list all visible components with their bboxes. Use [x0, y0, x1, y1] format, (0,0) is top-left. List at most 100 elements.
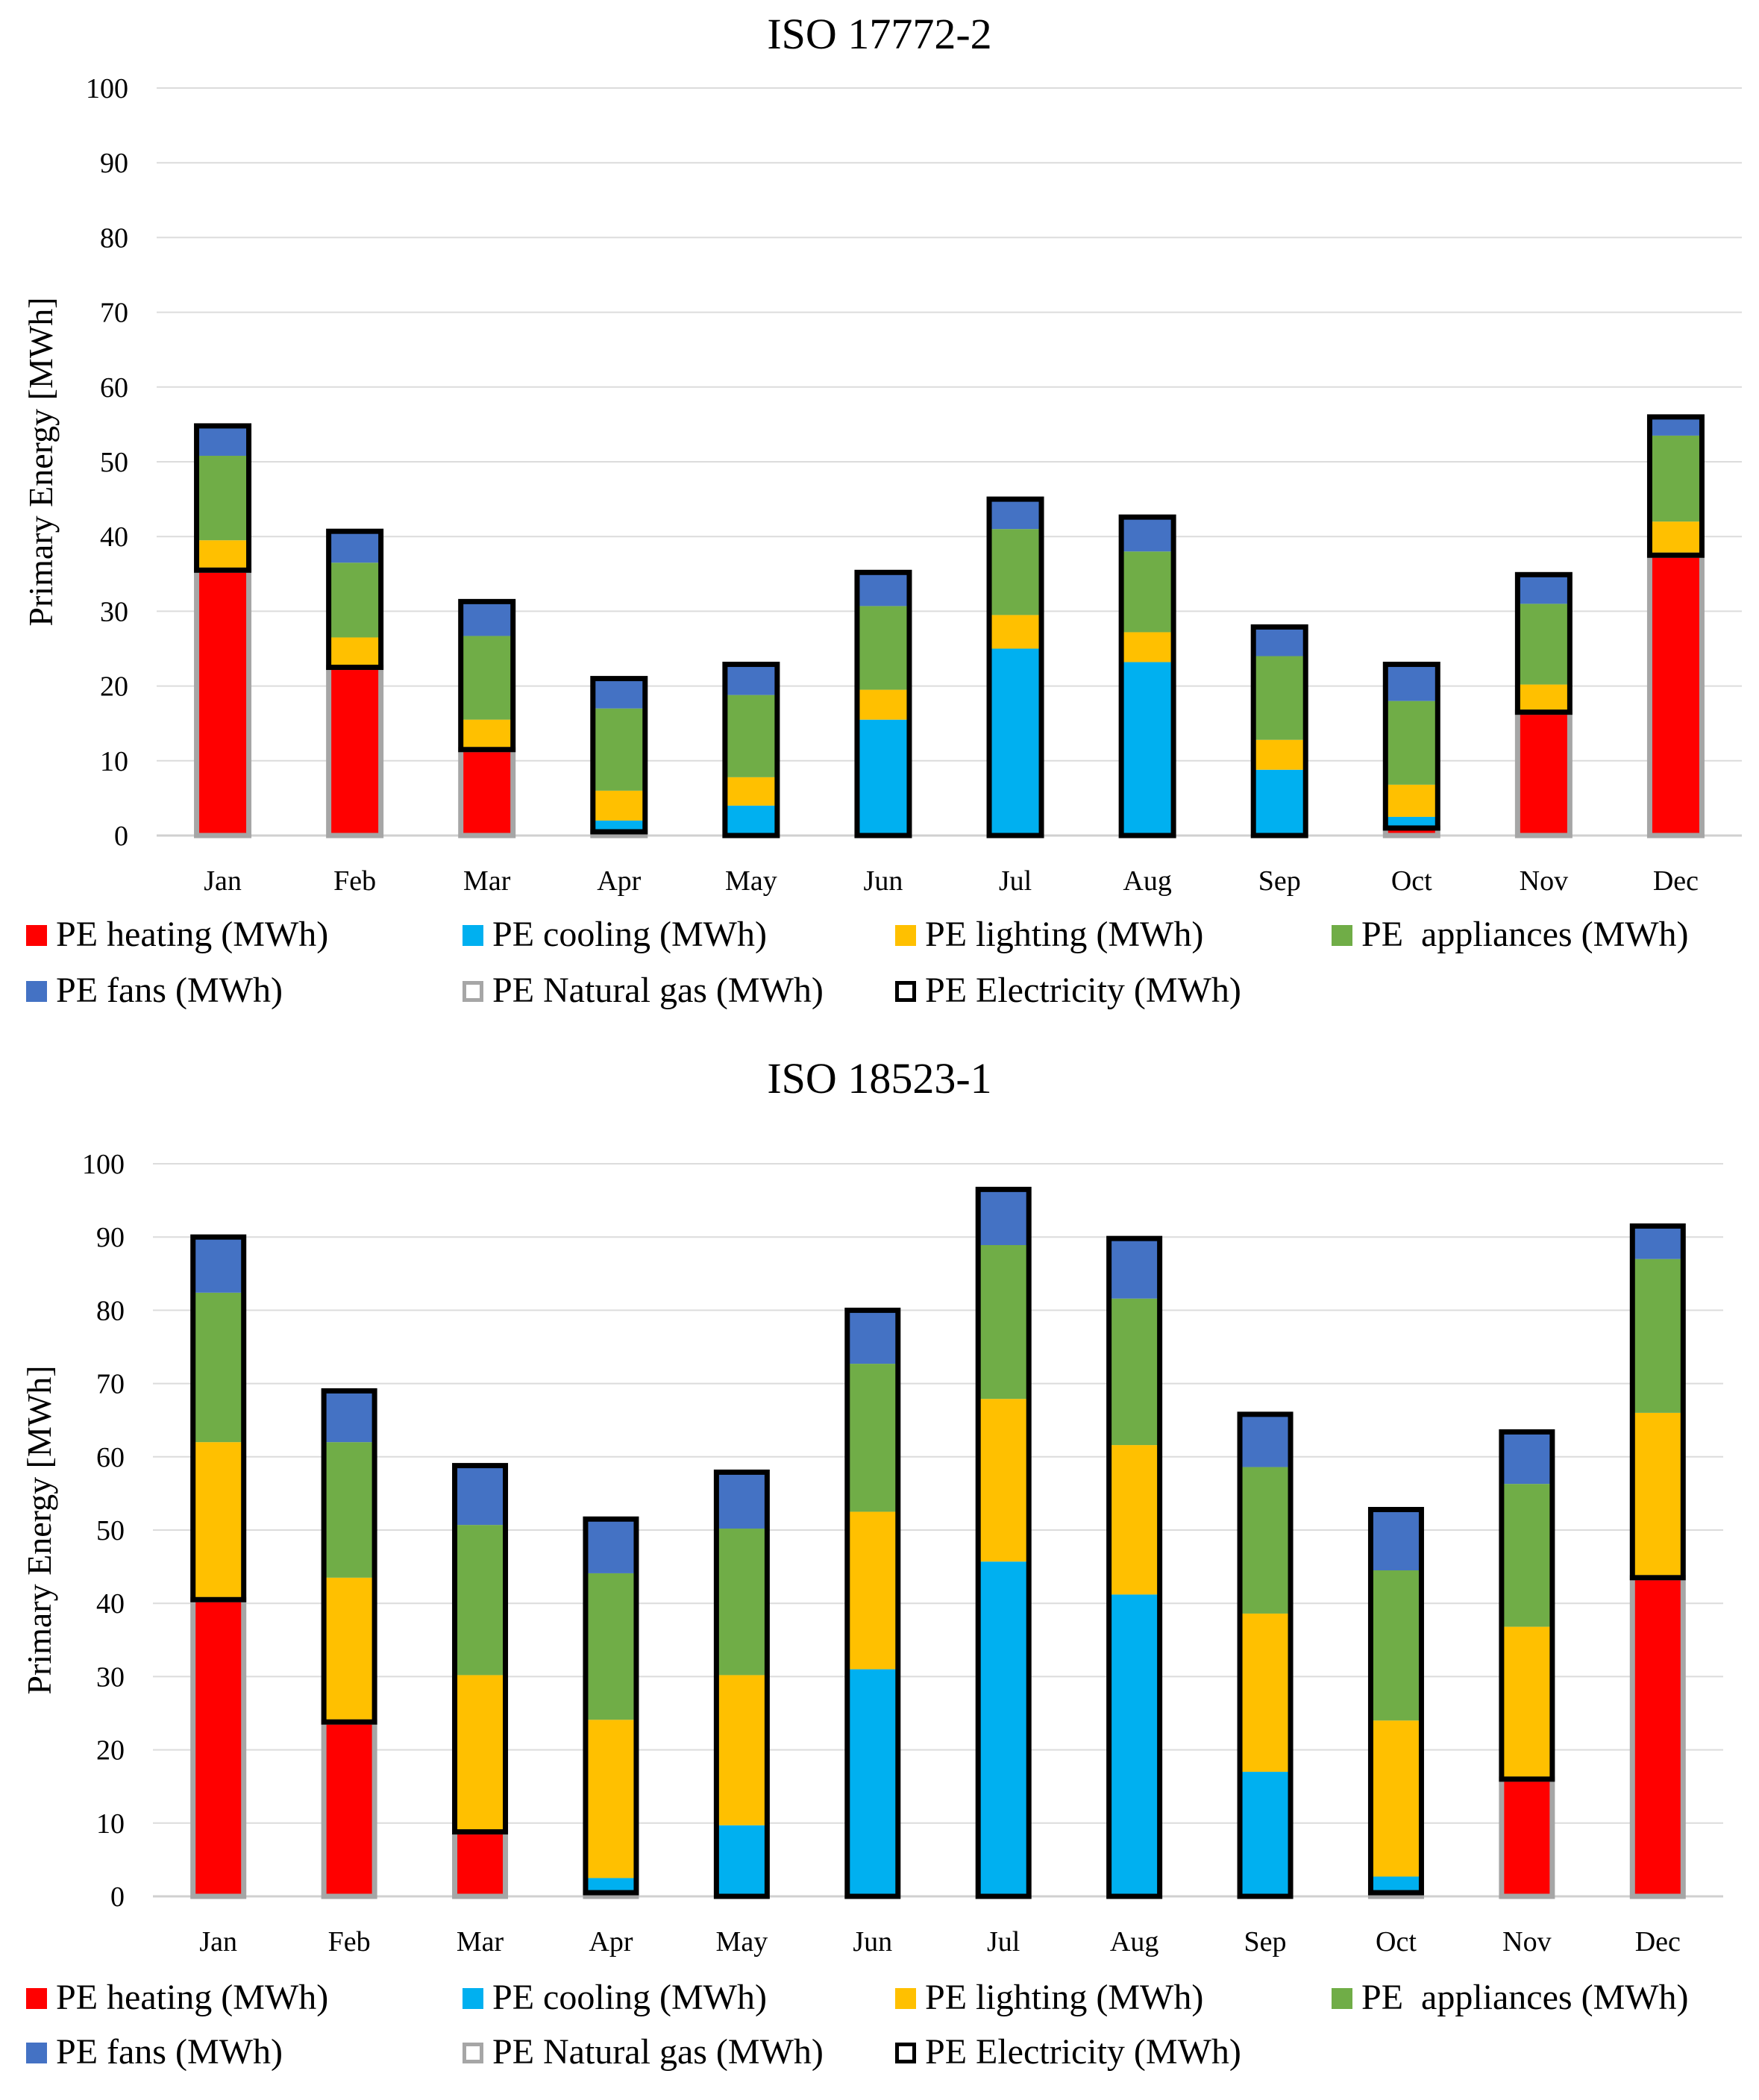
- bar-pe-cooling-mwh-jul: [978, 1561, 1029, 1896]
- legend-item-pe-natural-gas-mwh: PE Natural gas (MWh): [463, 971, 824, 1010]
- bar-pe-lighting-mwh-jun: [856, 689, 909, 720]
- bar-pe-appliances-mwh-jan: [196, 455, 249, 541]
- y-tick-label: 70: [100, 298, 128, 329]
- x-tick-label: May: [725, 865, 777, 897]
- y-tick-label: 30: [96, 1661, 125, 1693]
- x-tick-label: Sep: [1258, 865, 1301, 897]
- bar-pe-fans-mwh-oct: [1385, 664, 1438, 701]
- bar-pe-heating-mwh-feb: [324, 1722, 375, 1896]
- bar-pe-heating-mwh-jan: [192, 1599, 244, 1896]
- bar-pe-fans-mwh-aug: [1109, 1238, 1160, 1299]
- chart-title: ISO 17772-2: [767, 10, 991, 58]
- bar-pe-fans-mwh-mar: [460, 601, 513, 636]
- bar-pe-fans-mwh-dec: [1632, 1226, 1684, 1259]
- legend-swatch: [26, 925, 47, 946]
- x-tick-label: Aug: [1110, 1926, 1158, 1958]
- bar-pe-cooling-mwh-jun: [847, 1669, 898, 1896]
- y-tick-label: 10: [100, 746, 128, 777]
- legend-swatch: [895, 981, 916, 1002]
- bar-pe-lighting-mwh-may: [724, 777, 777, 806]
- bar-pe-cooling-mwh-may: [716, 1825, 768, 1896]
- y-tick-label: 40: [100, 521, 128, 553]
- bar-pe-fans-mwh-sep: [1240, 1414, 1291, 1467]
- bar-pe-cooling-mwh-jun: [856, 719, 909, 836]
- bar-pe-lighting-mwh-jun: [847, 1511, 898, 1670]
- outline-electricity-feb: [321, 1388, 377, 1725]
- outline-electricity-mar: [458, 598, 516, 753]
- legend-item-pe-fans-mwh: PE fans (MWh): [26, 971, 283, 1010]
- legend-label: PE appliances (MWh): [1361, 1978, 1689, 2017]
- bar-pe-heating-mwh-nov: [1501, 1778, 1552, 1896]
- bar-pe-appliances-mwh-dec: [1632, 1259, 1684, 1413]
- legend-item-pe-appliances-mwh: PE appliances (MWh): [1332, 1978, 1689, 2017]
- legend-label: PE Natural gas (MWh): [492, 2032, 824, 2072]
- bar-pe-lighting-mwh-oct: [1385, 784, 1438, 817]
- bar-pe-appliances-mwh-nov: [1517, 604, 1570, 685]
- legend-swatch: [26, 981, 47, 1002]
- bar-pe-cooling-mwh-aug: [1121, 662, 1174, 836]
- bar-pe-heating-mwh-dec: [1649, 555, 1702, 836]
- bar-pe-appliances-mwh-sep: [1253, 656, 1306, 740]
- bar-pe-fans-mwh-jun: [847, 1310, 898, 1364]
- bar-pe-fans-mwh-mar: [454, 1465, 506, 1526]
- outline-electricity-jun: [854, 569, 912, 839]
- bar-pe-appliances-mwh-dec: [1649, 435, 1702, 522]
- bar-pe-appliances-mwh-nov: [1501, 1484, 1552, 1627]
- x-tick-label: Oct: [1391, 865, 1432, 897]
- bar-pe-fans-mwh-jan: [192, 1237, 244, 1293]
- legend-item-pe-heating-mwh: PE heating (MWh): [26, 1978, 328, 2017]
- bar-pe-appliances-mwh-jul: [989, 529, 1042, 615]
- y-tick-label: 80: [100, 222, 128, 254]
- x-tick-label: Apr: [589, 1926, 633, 1958]
- x-tick-label: Nov: [1502, 1926, 1551, 1958]
- bar-pe-fans-mwh-apr: [585, 1519, 636, 1573]
- bar-pe-lighting-mwh-jan: [196, 540, 249, 571]
- bar-pe-appliances-mwh-oct: [1370, 1570, 1422, 1721]
- y-tick-label: 80: [96, 1295, 125, 1326]
- legend-item-pe-heating-mwh: PE heating (MWh): [26, 915, 328, 954]
- outline-electricity-nov: [1514, 571, 1573, 715]
- legend-label: PE lighting (MWh): [925, 915, 1203, 954]
- y-tick-label: 70: [96, 1369, 125, 1400]
- chart-iso-17772-2: ISO 17772-2 0 10 20 30 40 50 60 70 80 90 100 Primary…: [0, 0, 1759, 1044]
- outline-electricity-jan: [194, 423, 252, 573]
- legend-label: PE heating (MWh): [56, 1978, 328, 2017]
- bar-pe-appliances-mwh-oct: [1385, 700, 1438, 785]
- legend-item-pe-cooling-mwh: PE cooling (MWh): [463, 915, 767, 954]
- bar-pe-fans-mwh-feb: [328, 531, 381, 563]
- x-tick-label: Dec: [1635, 1926, 1681, 1958]
- bar-pe-lighting-mwh-sep: [1253, 739, 1306, 770]
- legend-swatch: [26, 1988, 47, 2009]
- legend-item-pe-fans-mwh: PE fans (MWh): [26, 2032, 283, 2072]
- x-tick-label: Sep: [1244, 1926, 1287, 1958]
- x-tick-label: Jan: [199, 1926, 237, 1958]
- x-tick-label: Dec: [1653, 865, 1699, 897]
- x-tick-label: Jul: [999, 865, 1032, 897]
- bar-pe-appliances-mwh-aug: [1109, 1298, 1160, 1446]
- outline-electricity-mar: [452, 1463, 509, 1835]
- y-tick-label: 100: [82, 1149, 125, 1180]
- bar-pe-cooling-mwh-oct: [1370, 1876, 1422, 1893]
- outline-electricity-apr: [590, 676, 648, 835]
- x-tick-label: May: [716, 1926, 768, 1958]
- outline-electricity-may: [713, 1469, 770, 1899]
- y-tick-label: 60: [100, 372, 128, 404]
- legend-item-pe-electricity-mwh: PE Electricity (MWh): [895, 2032, 1241, 2072]
- x-tick-label: Mar: [463, 865, 511, 897]
- legend-item-pe-natural-gas-mwh: PE Natural gas (MWh): [463, 2032, 824, 2072]
- outline-electricity-oct: [1367, 1507, 1424, 1896]
- bar-pe-appliances-mwh-jan: [192, 1292, 244, 1443]
- chart-iso-18523-1: ISO 18523-1 0 10 20 30 40 50 60 70 80 90 100 Primary…: [0, 1044, 1759, 2100]
- legend-label: PE Electricity (MWh): [925, 2032, 1241, 2072]
- outline-electricity-aug: [1106, 1235, 1163, 1899]
- legend-swatch: [895, 925, 916, 946]
- bar-pe-appliances-mwh-apr: [592, 708, 645, 791]
- y-axis-label: Primary Energy [MWh]: [22, 297, 60, 626]
- bar-pe-lighting-mwh-apr: [585, 1720, 636, 1878]
- outline-electricity-jan: [190, 1234, 247, 1602]
- legend-swatch: [463, 1988, 483, 2009]
- bar-pe-appliances-mwh-apr: [585, 1573, 636, 1720]
- bar-pe-fans-mwh-may: [716, 1472, 768, 1529]
- bar-pe-fans-mwh-sep: [1253, 627, 1306, 656]
- bar-pe-appliances-mwh-mar: [454, 1525, 506, 1676]
